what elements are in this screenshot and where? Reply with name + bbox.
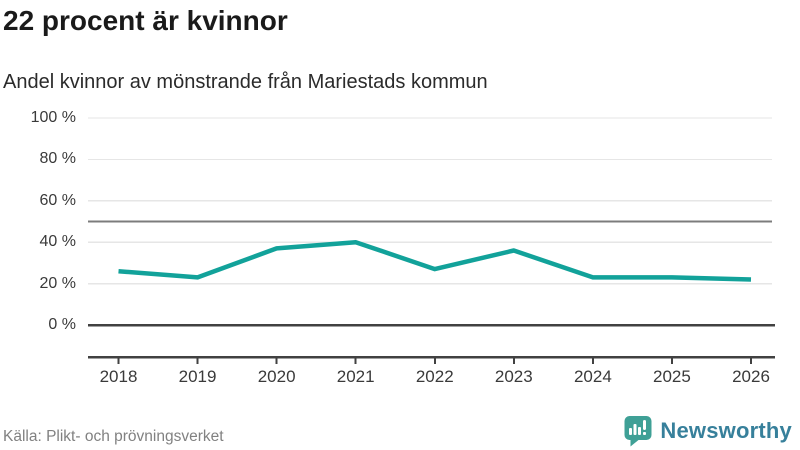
y-tick-label-80: 80 %: [39, 150, 76, 168]
x-tick-label-2023: 2023: [494, 367, 533, 386]
x-tick-label-2019: 2019: [178, 367, 217, 386]
y-tick-label-20: 20 %: [39, 274, 76, 292]
x-tick-label-2026: 2026: [732, 367, 770, 386]
x-tick-label-2025: 2025: [653, 367, 691, 386]
x-tick-label-2021: 2021: [336, 367, 375, 386]
data-line-andel-kvinnor: [118, 239, 752, 282]
x-tick-label-2022: 2022: [415, 367, 454, 386]
y-tick-label-40: 40 %: [39, 233, 76, 251]
y-tick-label-60: 60 %: [39, 191, 76, 209]
x-tick-label-2020: 2020: [257, 367, 296, 386]
x-tick-label-2024: 2024: [573, 367, 612, 386]
source-caption: Källa: Plikt- och prövningsverket: [3, 428, 224, 445]
x-tick-label-2018: 2018: [99, 367, 138, 386]
page-title: 22 procent är kvinnor: [3, 5, 288, 36]
chart-subtitle: Andel kvinnor av mönstrande från Mariest…: [3, 71, 488, 93]
y-tick-label-0: 0 %: [48, 316, 76, 333]
newsworthy-wordmark: Newsworthy: [660, 418, 792, 443]
newsworthy-logo: Newsworthy: [624, 415, 792, 447]
newsworthy-speech-bubble-chart-icon: [624, 415, 652, 446]
y-tick-label-100: 100 %: [30, 109, 76, 126]
